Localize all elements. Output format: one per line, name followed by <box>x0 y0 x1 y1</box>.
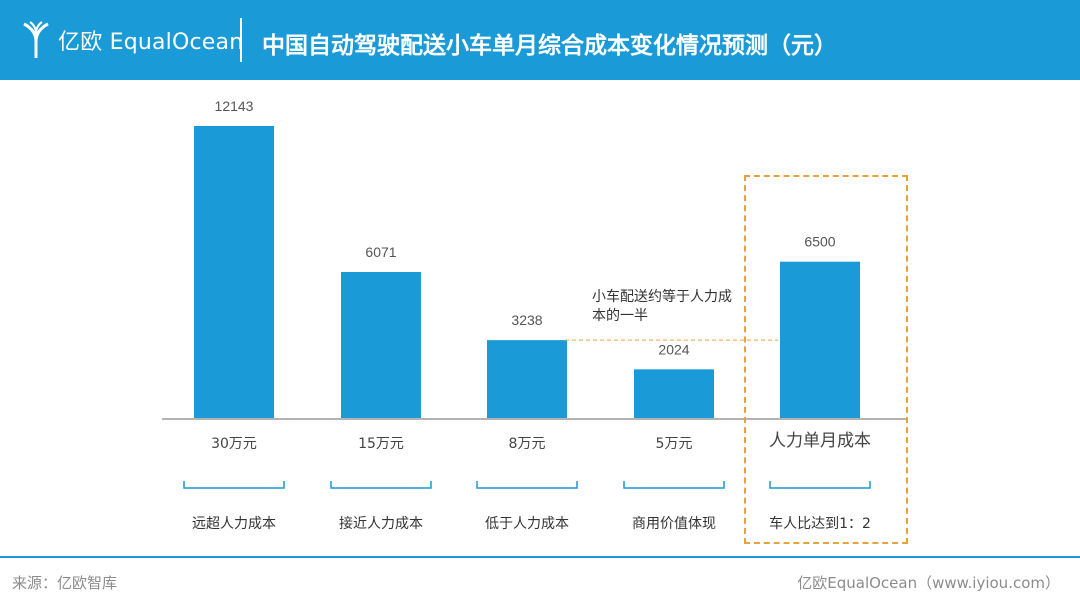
brand-logo: 亿欧 EqualOcean <box>22 18 243 62</box>
header-divider <box>240 18 242 62</box>
group-brackets <box>183 481 871 489</box>
highlight-box <box>744 175 908 544</box>
bar-3 <box>634 369 714 418</box>
group-bracket-0 <box>183 481 285 489</box>
category-label-0: 30万元 <box>211 436 257 452</box>
category-labels-group: 30万元 15万元 8万元 5万元 人力单月成本 <box>211 431 871 452</box>
annotation-text: 小车配送约等于人力成本的一半 <box>592 289 732 324</box>
bars-group <box>194 126 860 418</box>
group-bracket-3 <box>623 481 725 489</box>
value-label-4: 6500 <box>804 234 835 250</box>
footer-divider <box>0 556 1080 558</box>
group-bracket-4 <box>769 481 871 489</box>
group-label-3: 商用价值体现 <box>632 516 716 532</box>
bar-0 <box>194 126 274 418</box>
bar-1 <box>341 272 421 418</box>
footer-brand: 亿欧EqualOcean（www.iyiou.com） <box>797 574 1060 592</box>
group-labels-group: 远超人力成本 接近人力成本 低于人力成本 商用价值体现 车人比达到1：2 <box>192 515 871 532</box>
group-bracket-2 <box>476 481 578 489</box>
header-bar: 亿欧 EqualOcean 中国自动驾驶配送小车单月综合成本变化情况预测（元） <box>0 0 1080 80</box>
page-title: 中国自动驾驶配送小车单月综合成本变化情况预测（元） <box>262 33 837 59</box>
bar-4 <box>780 261 860 418</box>
value-label-1: 6071 <box>365 244 396 260</box>
group-label-2: 低于人力成本 <box>485 516 569 532</box>
logo-icon <box>23 21 49 58</box>
group-bracket-1 <box>330 481 432 489</box>
group-label-4: 车人比达到1：2 <box>769 515 871 532</box>
value-label-3: 2024 <box>658 341 689 357</box>
brand-name: 亿欧 EqualOcean <box>58 30 244 55</box>
category-label-1: 15万元 <box>358 436 404 452</box>
bar-2 <box>487 340 567 418</box>
category-label-4: 人力单月成本 <box>769 431 871 451</box>
group-label-1: 接近人力成本 <box>339 515 423 532</box>
value-labels-group: 12143 6071 3238 2024 6500 <box>215 98 836 357</box>
category-label-3: 5万元 <box>656 436 693 452</box>
category-label-2: 8万元 <box>509 436 546 452</box>
value-label-2: 3238 <box>511 312 542 328</box>
footer-source: 来源：亿欧智库 <box>12 574 118 592</box>
group-label-0: 远超人力成本 <box>192 516 276 532</box>
value-label-0: 12143 <box>215 98 254 114</box>
